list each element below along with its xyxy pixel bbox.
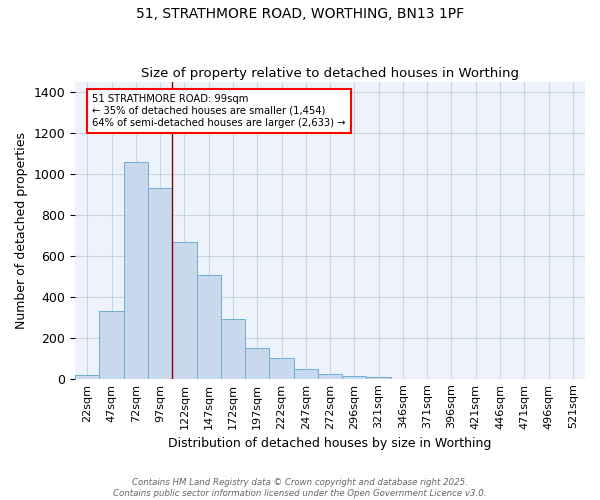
Bar <box>221 320 245 378</box>
Bar <box>100 311 124 378</box>
Text: 51 STRATHMORE ROAD: 99sqm
← 35% of detached houses are smaller (1,454)
64% of se: 51 STRATHMORE ROAD: 99sqm ← 35% of detac… <box>92 94 346 128</box>
Bar <box>172 242 197 378</box>
Text: 51, STRATHMORE ROAD, WORTHING, BN13 1PF: 51, STRATHMORE ROAD, WORTHING, BN13 1PF <box>136 8 464 22</box>
Text: Contains HM Land Registry data © Crown copyright and database right 2025.
Contai: Contains HM Land Registry data © Crown c… <box>113 478 487 498</box>
Bar <box>124 162 148 378</box>
Bar <box>318 374 342 378</box>
Title: Size of property relative to detached houses in Worthing: Size of property relative to detached ho… <box>141 66 519 80</box>
Bar <box>75 374 100 378</box>
Bar <box>148 188 172 378</box>
Bar <box>197 276 221 378</box>
Y-axis label: Number of detached properties: Number of detached properties <box>15 132 28 329</box>
Bar <box>342 376 367 378</box>
X-axis label: Distribution of detached houses by size in Worthing: Distribution of detached houses by size … <box>169 437 492 450</box>
Bar <box>367 376 391 378</box>
Bar <box>245 348 269 378</box>
Bar <box>293 370 318 378</box>
Bar <box>269 358 293 378</box>
